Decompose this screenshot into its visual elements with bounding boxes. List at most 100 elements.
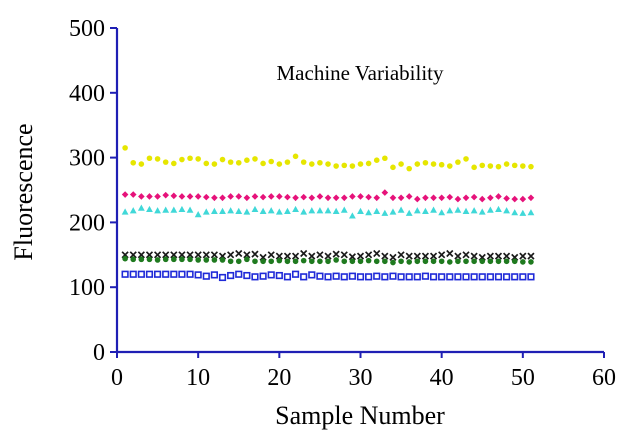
data-point [438, 258, 445, 265]
data-point [397, 251, 405, 259]
data-point [235, 258, 242, 265]
x-tick-label: 10 [186, 365, 210, 391]
data-point [300, 208, 308, 215]
data-point [357, 161, 364, 167]
data-point [503, 207, 510, 214]
data-point [324, 207, 332, 214]
data-point [259, 207, 267, 214]
data-point [390, 164, 396, 171]
data-point [308, 252, 316, 260]
data-point [422, 159, 429, 166]
data-point [413, 273, 421, 281]
data-point [365, 251, 373, 259]
data-point [421, 272, 430, 280]
data-point [267, 193, 275, 200]
data-point [202, 193, 210, 201]
data-point [227, 258, 234, 265]
data-point [268, 258, 275, 265]
data-point [154, 156, 161, 162]
data-point [382, 258, 388, 265]
data-point [244, 157, 250, 163]
data-point [502, 273, 511, 281]
data-point [397, 273, 405, 281]
x-tick-label: 30 [349, 365, 373, 391]
data-point [227, 251, 235, 259]
data-point [430, 206, 437, 213]
data-point [267, 271, 275, 279]
data-point [129, 207, 137, 214]
x-tick-label: 60 [592, 365, 616, 391]
data-point [381, 189, 389, 196]
data-point [527, 273, 535, 281]
data-point [243, 194, 251, 202]
series-6 [121, 270, 535, 282]
data-point [487, 194, 494, 202]
data-point [259, 193, 267, 201]
data-point [332, 272, 340, 280]
data-point [349, 193, 356, 200]
data-point [292, 205, 299, 213]
data-point [251, 205, 259, 213]
data-point [162, 251, 170, 259]
data-point [478, 195, 486, 203]
series-1 [122, 145, 534, 172]
data-point [389, 253, 397, 261]
data-point [171, 256, 177, 263]
data-point [455, 159, 461, 165]
data-point [495, 163, 502, 170]
data-point [227, 159, 234, 165]
data-point [162, 191, 169, 199]
data-point [260, 258, 266, 265]
data-point [357, 258, 364, 265]
data-point [227, 207, 235, 214]
data-point [486, 206, 494, 213]
data-point [494, 273, 503, 281]
data-point [267, 251, 275, 259]
data-point [284, 159, 291, 165]
data-point [340, 206, 348, 213]
data-point [348, 212, 356, 219]
y-tick-label: 400 [69, 81, 105, 107]
data-point [486, 252, 494, 260]
data-point [210, 271, 219, 279]
data-point [145, 251, 154, 259]
data-point [178, 193, 186, 200]
data-point [227, 271, 235, 280]
y-axis-label: Fluorescence [9, 123, 38, 260]
data-point [195, 156, 201, 162]
data-point [421, 252, 430, 260]
data-point [178, 205, 186, 213]
data-point [194, 193, 202, 200]
data-point [470, 273, 478, 281]
data-point [527, 194, 535, 202]
data-point [381, 209, 389, 216]
data-point [438, 194, 445, 202]
data-point [251, 193, 259, 200]
data-point [479, 258, 486, 265]
data-point [413, 252, 421, 260]
data-point [463, 258, 469, 265]
data-point [520, 259, 526, 265]
data-point [260, 160, 266, 167]
data-point [373, 194, 381, 202]
y-tick-label: 100 [69, 275, 105, 301]
data-point [121, 270, 129, 278]
data-point [405, 252, 413, 260]
data-point [495, 258, 502, 265]
data-point [528, 163, 534, 170]
data-point [259, 272, 267, 280]
data-point [252, 258, 258, 265]
data-point [430, 258, 437, 265]
data-point [275, 208, 283, 215]
data-point [503, 258, 510, 265]
data-point [130, 256, 137, 263]
data-point [251, 250, 259, 258]
data-point [528, 259, 534, 265]
data-point [478, 208, 486, 215]
data-point [170, 270, 178, 278]
tick-labels: 0 100 200 300 400 500 0 10 20 30 40 50 60 [69, 16, 616, 391]
data-point [187, 155, 193, 162]
data-point [203, 160, 210, 167]
data-point [398, 161, 404, 167]
